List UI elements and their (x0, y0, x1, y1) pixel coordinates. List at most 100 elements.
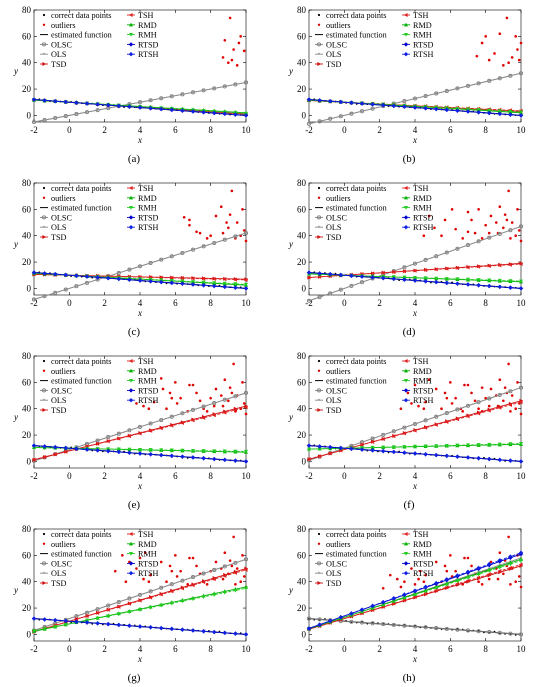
marker-rtsh (434, 580, 439, 586)
outlier-point (228, 16, 232, 20)
marker-ols: * (202, 244, 205, 251)
marker-olsc (127, 428, 132, 433)
marker-olsc (316, 42, 322, 47)
x-tick-label: 8 (483, 644, 488, 654)
marker-ols: * (307, 121, 310, 128)
marker-rtsh (328, 98, 333, 104)
marker-rmh (201, 280, 206, 285)
marker-rtsh (201, 629, 206, 634)
marker-rmh (180, 448, 185, 453)
outlier-point (507, 61, 510, 65)
marker-tsh (497, 263, 502, 268)
marker-olsc (518, 224, 524, 229)
y-tick-label: 20 (22, 603, 32, 613)
marker-rtsh (212, 110, 217, 116)
outlier-point (121, 554, 124, 557)
x-tick-label: 2 (377, 125, 382, 135)
marker-tsh (476, 575, 481, 580)
marker-ols: * (160, 257, 163, 264)
marker-rmh (138, 608, 142, 612)
marker-olsc (127, 596, 132, 601)
x-tick-label: -2 (30, 298, 38, 308)
outlier-point (223, 551, 227, 555)
chart-panel: 0 20 40 60 80 -2 0 2 4 6 8 10 x y (b) * * * * * * * * * * * * * * * * *… (288, 5, 526, 165)
marker-tsh (423, 591, 428, 596)
outlier-point (381, 586, 385, 590)
marker-rmh (212, 281, 217, 285)
marker-ols: * (466, 83, 469, 90)
x-tick-label: 10 (242, 125, 252, 135)
marker-ols: * (445, 88, 448, 95)
marker-rmh (127, 610, 132, 614)
marker-ols: * (244, 230, 247, 237)
outlier-point (113, 569, 117, 573)
outlier-point (516, 48, 519, 51)
legend-tsh-label: TSH (413, 530, 429, 539)
marker-rmh (106, 614, 111, 619)
marker-rtsd (128, 388, 134, 393)
marker-rtsh (31, 443, 37, 448)
marker-olsc (508, 228, 513, 233)
marker-ols: * (213, 240, 216, 247)
marker-olsc (41, 215, 47, 220)
marker-ols: * (317, 52, 320, 59)
marker-rmh (212, 449, 217, 454)
marker-rmh (476, 278, 481, 282)
marker-ols: * (181, 250, 184, 257)
outlier-point (510, 221, 514, 224)
legend-rmh-label: RMH (138, 377, 157, 386)
x-axis-label: x (137, 308, 142, 318)
marker-ols: * (191, 407, 194, 414)
marker-rtsh (423, 584, 428, 590)
y-axis-label: y (13, 66, 18, 76)
marker-rtsh (444, 577, 449, 582)
marker-olsc (306, 616, 312, 621)
y-tick-label: 20 (297, 430, 307, 440)
y-tick-label: 0 (302, 456, 307, 466)
marker-ols: * (466, 403, 469, 410)
marker-rtsh (487, 561, 492, 567)
marker-olsc (53, 290, 58, 295)
outlier-point (502, 64, 505, 67)
marker-rtsh (53, 617, 58, 623)
outlier-point (212, 404, 216, 408)
y-tick-label: 0 (302, 629, 307, 639)
marker-rtsh (391, 449, 396, 455)
marker-rtsh (349, 611, 354, 616)
outlier-point (241, 208, 244, 211)
marker-olsc (317, 295, 322, 300)
panel-label: (e) (128, 499, 141, 511)
y-tick-label: 60 (297, 204, 307, 214)
marker-tsh (402, 269, 406, 274)
outlier-point (135, 402, 138, 405)
legend-tsh-label: TSH (413, 357, 429, 366)
marker-rmh (244, 586, 248, 591)
marker-rtsh (233, 112, 238, 117)
legend-ols-label: OLS (326, 396, 342, 405)
y-tick-label: 60 (22, 204, 32, 214)
marker-ols: * (223, 237, 226, 244)
x-axis-label: x (412, 654, 417, 664)
outlier-point (466, 383, 470, 387)
y-tick-label: 80 (22, 351, 32, 361)
outlier-point (507, 189, 510, 193)
marker-olsc (316, 561, 322, 566)
outlier-point (510, 394, 514, 397)
marker-rtsh (317, 271, 322, 276)
legend-rmd-label: RMD (413, 194, 432, 203)
line-ols (33, 232, 247, 300)
marker-ols: * (413, 96, 416, 103)
outlier-point (489, 560, 493, 564)
x-tick-label: -2 (30, 471, 38, 481)
x-tick-label: 0 (67, 471, 72, 481)
marker-rtsh (497, 558, 502, 563)
marker-tsh (444, 585, 449, 590)
outlier-point (466, 210, 470, 214)
line-rmh (308, 560, 522, 630)
legend-tsd-label: TSD (326, 406, 342, 415)
legend-rmd-label: RMD (413, 367, 432, 376)
marker-olsc (359, 620, 365, 625)
x-tick-label: 10 (517, 471, 527, 481)
legend-tsh-label: TSH (138, 11, 154, 20)
marker-rmh (180, 599, 185, 604)
